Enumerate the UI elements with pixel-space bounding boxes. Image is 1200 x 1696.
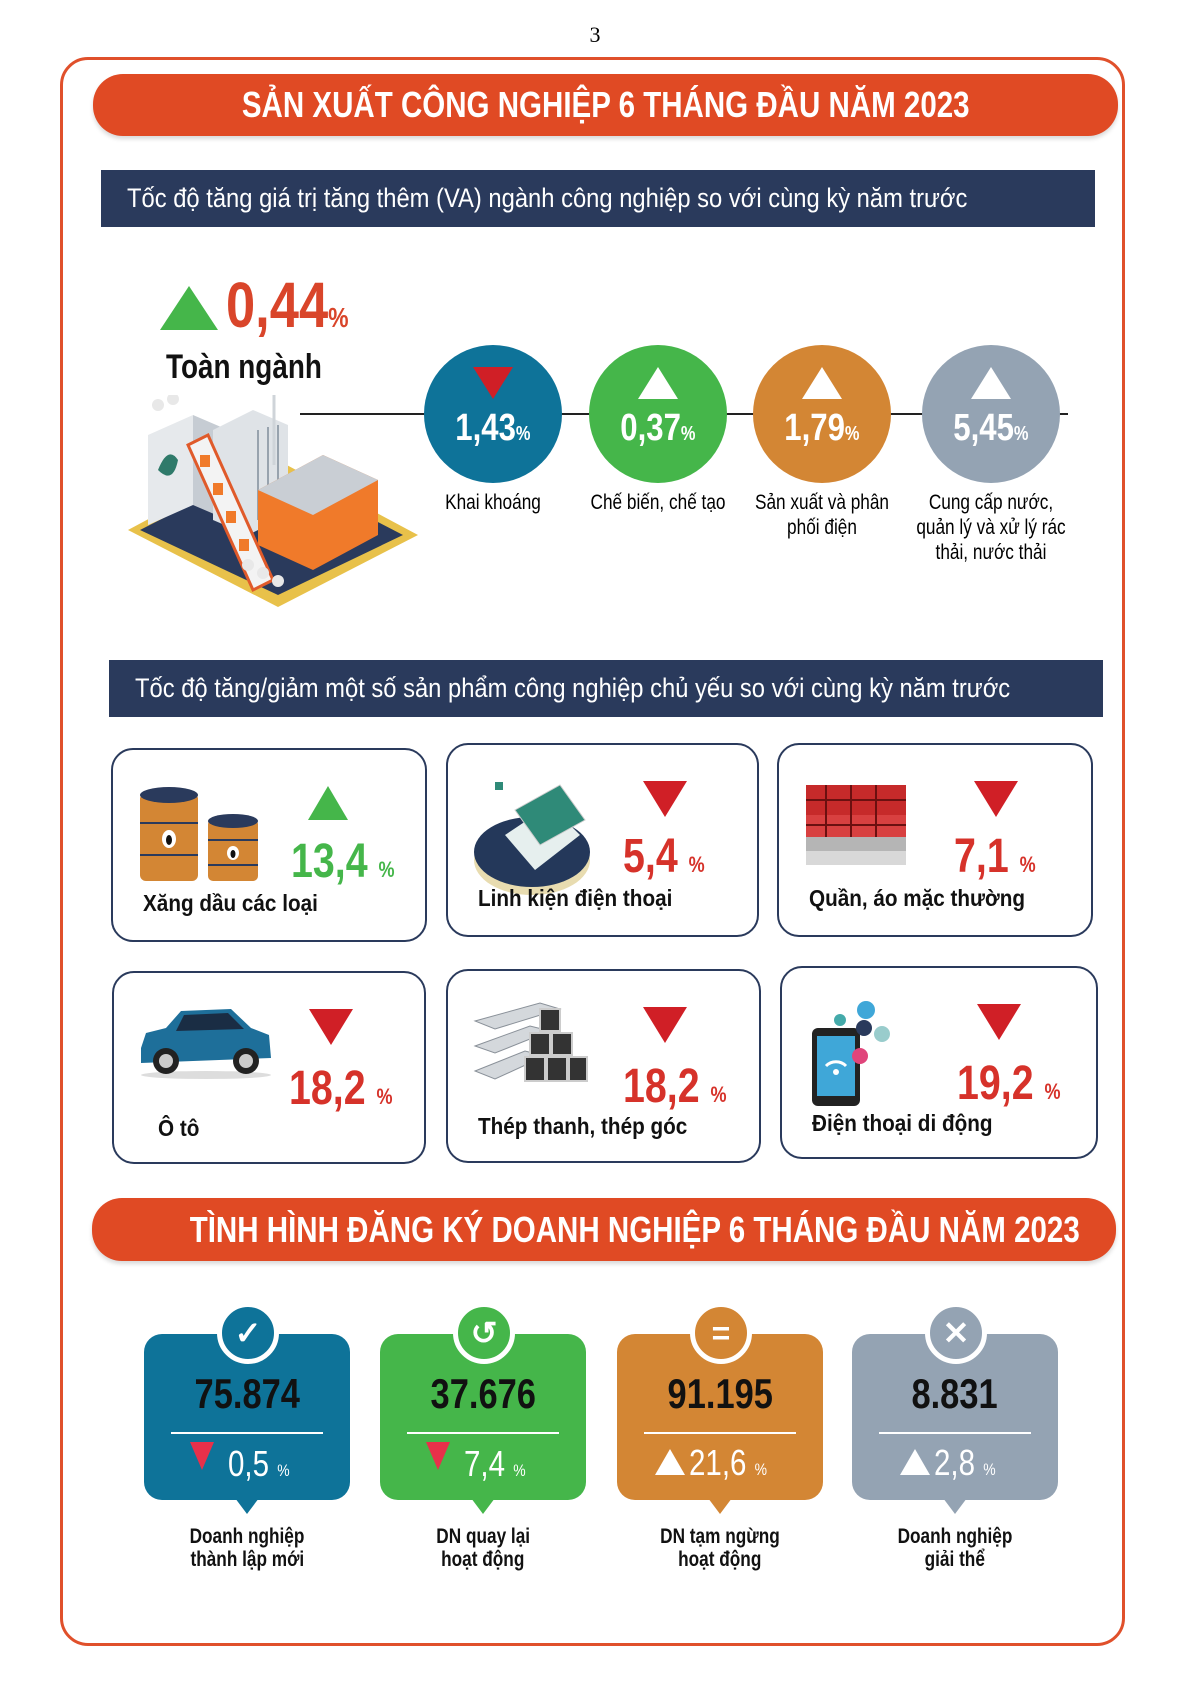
product-label: Điện thoại di động bbox=[812, 1110, 993, 1136]
divider bbox=[171, 1432, 323, 1434]
down-triangle-icon bbox=[643, 781, 687, 817]
sector-circle: 1,43% bbox=[424, 345, 562, 483]
sector-label: Khai khoáng bbox=[445, 491, 541, 514]
down-triangle-icon bbox=[309, 1009, 353, 1045]
smartphone-icon bbox=[804, 998, 914, 1113]
product-value: 18,2 % bbox=[289, 1062, 393, 1115]
product-card: 18,2 % Ô tô bbox=[112, 971, 426, 1164]
stat-change: 21,6 % bbox=[617, 1442, 823, 1484]
circuit-board-icon bbox=[470, 780, 600, 905]
callout-tail bbox=[708, 1498, 732, 1514]
product-value: 5,4 % bbox=[623, 830, 705, 883]
infographic-frame bbox=[60, 57, 1125, 1646]
stat-change: 7,4 % bbox=[380, 1442, 586, 1485]
total-value: 0,44% bbox=[226, 269, 349, 341]
product-value: 18,2 % bbox=[623, 1060, 727, 1113]
up-triangle-icon bbox=[638, 367, 678, 399]
stat-value: 8.831 bbox=[911, 1370, 999, 1417]
stat-value: 75.874 bbox=[194, 1370, 300, 1417]
product-label: Thép thanh, thép góc bbox=[478, 1113, 688, 1139]
product-value: 7,1 % bbox=[954, 830, 1036, 883]
callout-tail bbox=[471, 1498, 495, 1514]
up-triangle-icon bbox=[655, 1449, 686, 1475]
steel-bars-icon bbox=[470, 1001, 590, 1096]
business-stat-card: = 91.195 21,6 % bbox=[617, 1302, 823, 1514]
sector-label: Cung cấp nước, quản lý và xử lý rác thải… bbox=[916, 491, 1066, 564]
divider bbox=[644, 1432, 796, 1434]
up-triangle-icon bbox=[900, 1449, 931, 1475]
product-value: 13,4 % bbox=[291, 835, 395, 888]
divider bbox=[879, 1432, 1031, 1434]
return-arrow-icon: ↺ bbox=[453, 1302, 515, 1364]
up-triangle-icon bbox=[160, 286, 218, 330]
section-title-industry: SẢN XUẤT CÔNG NGHIỆP 6 THÁNG ĐẦU NĂM 202… bbox=[93, 74, 1118, 136]
up-triangle-icon bbox=[308, 786, 348, 820]
stat-label: DN quay lại hoạt động bbox=[436, 1525, 530, 1571]
down-triangle-icon bbox=[974, 781, 1018, 817]
down-triangle-icon bbox=[473, 367, 513, 399]
sector-label: Chế biến, chế tạo bbox=[590, 491, 726, 514]
product-card: 18,2 % Thép thanh, thép góc bbox=[446, 969, 761, 1163]
sector-circle: 5,45% bbox=[922, 345, 1060, 483]
product-label: Xăng dầu các loại bbox=[143, 890, 318, 916]
stat-change: 0,5 % bbox=[144, 1442, 350, 1485]
sector-circle: 0,37% bbox=[589, 345, 727, 483]
close-x-icon: ✕ bbox=[925, 1302, 987, 1364]
product-label: Linh kiện điện thoại bbox=[478, 885, 673, 911]
business-stat-card: ✕ 8.831 2,8 % bbox=[852, 1302, 1058, 1514]
checkmark-icon: ✓ bbox=[217, 1302, 279, 1364]
sector-label: Sản xuất và phân phối điện bbox=[754, 491, 890, 539]
clothes-stack-icon bbox=[801, 780, 911, 875]
factory-illustration bbox=[128, 395, 418, 607]
down-triangle-icon bbox=[190, 1442, 215, 1470]
business-stat-card: ✓ 75.874 0,5 % bbox=[144, 1302, 350, 1514]
up-triangle-icon bbox=[971, 367, 1011, 399]
callout-tail bbox=[943, 1498, 967, 1514]
product-card: 5,4 % Linh kiện điện thoại bbox=[446, 743, 759, 937]
section-title-business: TÌNH HÌNH ĐĂNG KÝ DOANH NGHIỆP 6 THÁNG Đ… bbox=[92, 1198, 1116, 1261]
products-heading: Tốc độ tăng/giảm một số sản phẩm công ng… bbox=[109, 660, 1103, 717]
product-label: Ô tô bbox=[158, 1115, 200, 1141]
product-card: 13,4 % Xăng dầu các loại bbox=[111, 748, 427, 942]
va-heading: Tốc độ tăng giá trị tăng thêm (VA) ngành… bbox=[101, 170, 1095, 227]
total-label: Toàn ngành bbox=[166, 348, 322, 386]
product-value: 19,2 % bbox=[957, 1057, 1061, 1110]
down-triangle-icon bbox=[426, 1442, 451, 1470]
stat-value: 37.676 bbox=[430, 1370, 536, 1417]
down-triangle-icon bbox=[643, 1007, 687, 1043]
stat-label: Doanh nghiệp giải thể bbox=[897, 1525, 1013, 1571]
product-label: Quần, áo mặc thường bbox=[809, 885, 1026, 911]
sector-circle: 1,79% bbox=[753, 345, 891, 483]
stat-value: 91.195 bbox=[667, 1370, 773, 1417]
pause-equals-icon: = bbox=[690, 1302, 752, 1364]
up-triangle-icon bbox=[802, 367, 842, 399]
oil-barrel-icon bbox=[135, 785, 265, 890]
stat-label: Doanh nghiệp thành lập mới bbox=[189, 1525, 305, 1571]
business-stat-card: ↺ 37.676 7,4 % bbox=[380, 1302, 586, 1514]
stat-change: 2,8 % bbox=[852, 1442, 1058, 1484]
page-number: 3 bbox=[589, 22, 601, 47]
car-icon bbox=[136, 1003, 276, 1088]
product-card: 19,2 % Điện thoại di động bbox=[780, 966, 1098, 1159]
product-card: 7,1 % Quần, áo mặc thường bbox=[777, 743, 1093, 937]
divider bbox=[407, 1432, 559, 1434]
down-triangle-icon bbox=[977, 1004, 1021, 1040]
stat-label: DN tạm ngừng hoạt động bbox=[660, 1525, 780, 1571]
callout-tail bbox=[235, 1498, 259, 1514]
